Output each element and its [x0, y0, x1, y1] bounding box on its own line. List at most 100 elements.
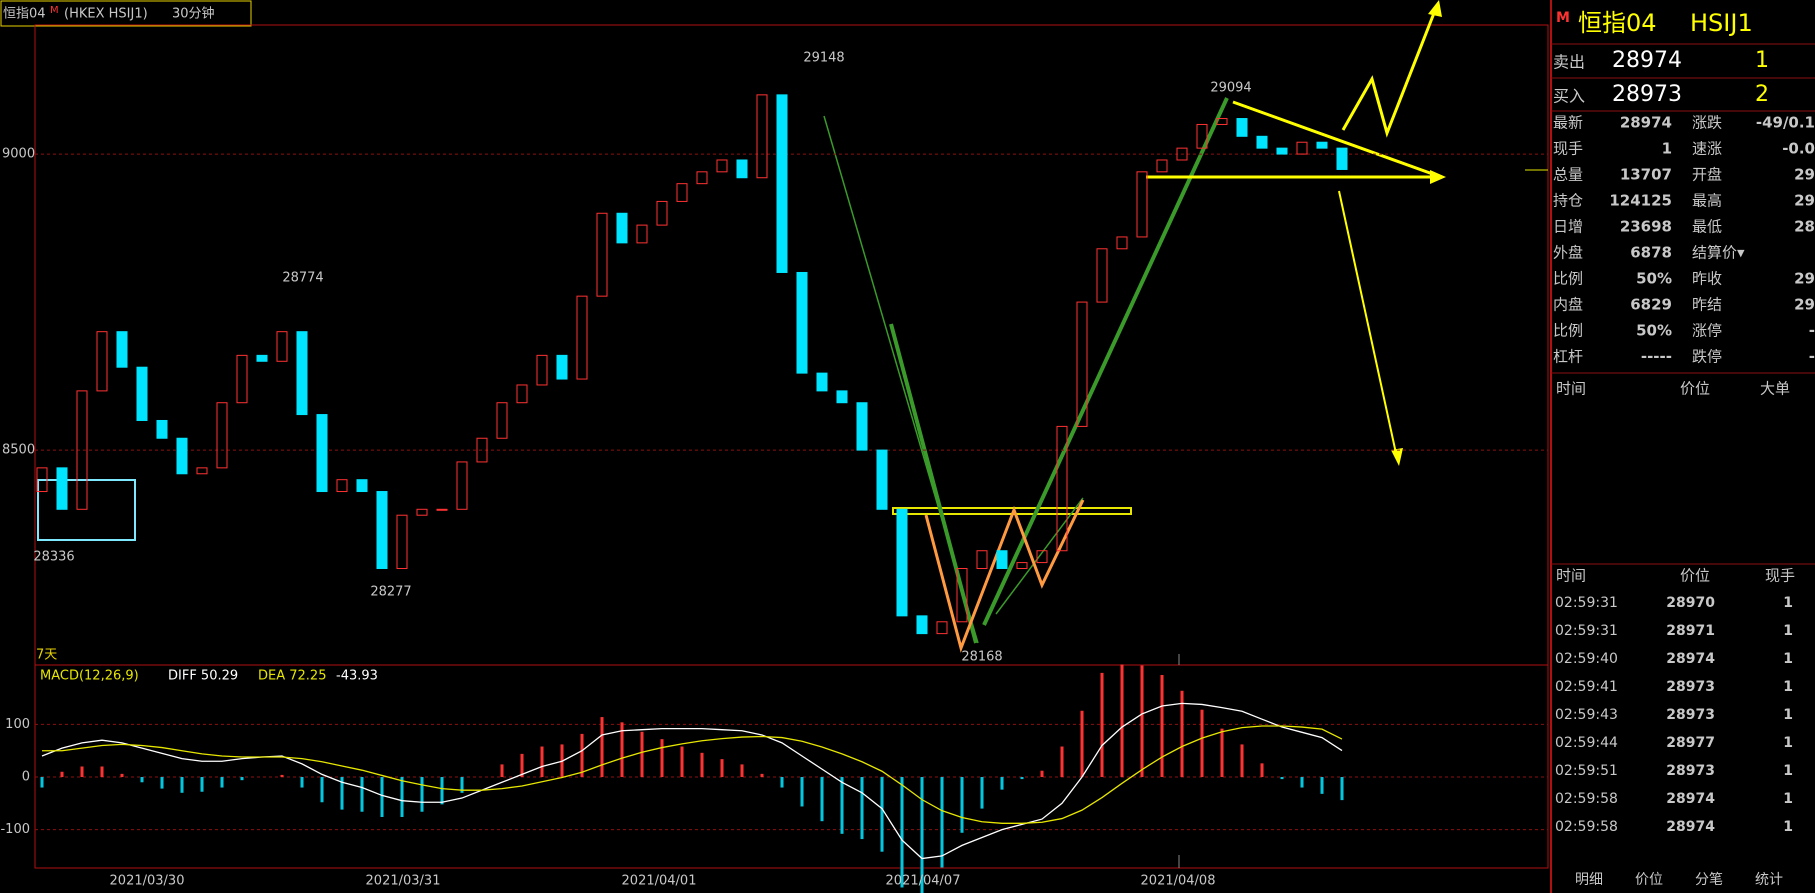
drawn-up-arrow: [1341, 7, 1438, 138]
quote-value: -----: [1641, 348, 1672, 366]
macd-bar: [520, 753, 524, 778]
quote-label: 最新: [1553, 114, 1583, 132]
panel-tab[interactable]: 分笔: [1695, 872, 1723, 888]
candle: [216, 402, 228, 469]
macd-bar: [720, 759, 724, 778]
bid-label: 买入: [1553, 87, 1585, 106]
quote-label: 结算价▾: [1692, 244, 1745, 262]
toolbar-flag: M: [50, 5, 59, 16]
quote-value: 28: [1794, 218, 1815, 236]
candle: [836, 390, 848, 404]
candle: [1196, 123, 1208, 149]
candle: [1036, 550, 1048, 564]
trade-price: 28977: [1666, 735, 1715, 751]
macd-bar: [860, 777, 864, 840]
y-tick-label: 8500: [2, 443, 35, 458]
trade-time: 02:59:58: [1555, 819, 1618, 835]
trade-price: 28971: [1666, 623, 1715, 639]
quote-value: 1: [1662, 140, 1672, 158]
panel-tab[interactable]: 统计: [1755, 872, 1783, 888]
column-header: 时间: [1556, 380, 1586, 398]
quote-value: -49/0.1: [1756, 114, 1815, 132]
macd-bar: [360, 777, 364, 812]
macd-bar: [340, 777, 344, 810]
candle: [176, 437, 188, 475]
macd-bar: [60, 771, 64, 778]
trade-size: 1: [1783, 623, 1793, 639]
candle: [256, 354, 268, 362]
quote-label: 涨跌: [1692, 114, 1722, 132]
candle: [536, 354, 548, 386]
arrow-head: [1391, 448, 1403, 466]
macd-bar: [980, 777, 984, 809]
panel-tab[interactable]: 明细: [1575, 872, 1603, 888]
quote-code: HSIJ1: [1690, 9, 1753, 37]
panel-tab[interactable]: 价位: [1635, 872, 1663, 888]
column-header: 时间: [1556, 567, 1586, 585]
trade-price: 28973: [1666, 679, 1715, 695]
arrow-head: [1430, 170, 1446, 184]
candle: [556, 354, 568, 380]
price-annotation: 28168: [961, 650, 1002, 665]
candle: [1256, 135, 1268, 149]
ask-label: 卖出: [1553, 53, 1585, 72]
macd-bar: [1100, 672, 1104, 778]
trade-size: 1: [1783, 819, 1793, 835]
trade-price: 28974: [1666, 819, 1715, 835]
macd-bar: [760, 773, 764, 778]
trade-price: 28973: [1666, 707, 1715, 723]
candle: [916, 615, 928, 635]
macd-bar: [940, 777, 944, 868]
quote-value: 28974: [1620, 114, 1672, 132]
macd-bar: [540, 746, 544, 778]
candle: [956, 567, 968, 623]
ask-size: 1: [1755, 48, 1769, 73]
y-tick-label: 0: [22, 770, 30, 785]
quote-label: 杠杆: [1553, 348, 1583, 366]
macd-bar: [1180, 690, 1184, 778]
candle: [896, 508, 908, 617]
candle: [856, 402, 868, 451]
macd-bar: [140, 777, 144, 783]
trade-time: 02:59:44: [1555, 735, 1618, 751]
chart-frame: [34, 24, 1549, 869]
bid-price: 28973: [1612, 82, 1682, 107]
candle: [136, 366, 148, 421]
macd-bar: [200, 777, 204, 792]
candle: [1336, 147, 1348, 170]
candle: [436, 508, 448, 511]
toolbar-box[interactable]: [0, 0, 252, 27]
quote-flag: M: [1556, 10, 1570, 26]
trade-time: 02:59:51: [1555, 763, 1618, 779]
trade-size: 1: [1783, 791, 1793, 807]
toolbar-period[interactable]: 30分钟: [172, 6, 215, 22]
candle: [276, 331, 288, 362]
macd-bar: [620, 722, 624, 778]
macd-hist: -43.93: [336, 669, 378, 684]
x-date-label: 2021/04/01: [622, 874, 697, 889]
candle: [696, 171, 708, 185]
candle: [236, 354, 248, 404]
trade-size: 1: [1783, 595, 1793, 611]
trade-size: 1: [1783, 651, 1793, 667]
candle: [376, 491, 388, 569]
quote-label: 最低: [1692, 218, 1722, 236]
macd-bar: [1320, 777, 1324, 794]
quote-label: 开盘: [1692, 166, 1722, 184]
candle: [1116, 236, 1128, 250]
candle: [616, 212, 628, 244]
candle: [116, 331, 128, 368]
trade-price: 28973: [1666, 763, 1715, 779]
macd-bar: [400, 777, 404, 817]
macd-bar: [840, 777, 844, 834]
macd-bar: [1220, 728, 1224, 778]
macd-bar: [80, 766, 84, 778]
toolbar-name[interactable]: 恒指04: [3, 7, 46, 22]
price-annotation: 28277: [370, 585, 411, 600]
price-annotation: 28336: [33, 550, 74, 565]
drawn-zigzag: [924, 499, 1085, 653]
trade-price: 28974: [1666, 651, 1715, 667]
quote-label: 昨结: [1692, 296, 1722, 314]
trade-price: 28970: [1666, 595, 1715, 611]
